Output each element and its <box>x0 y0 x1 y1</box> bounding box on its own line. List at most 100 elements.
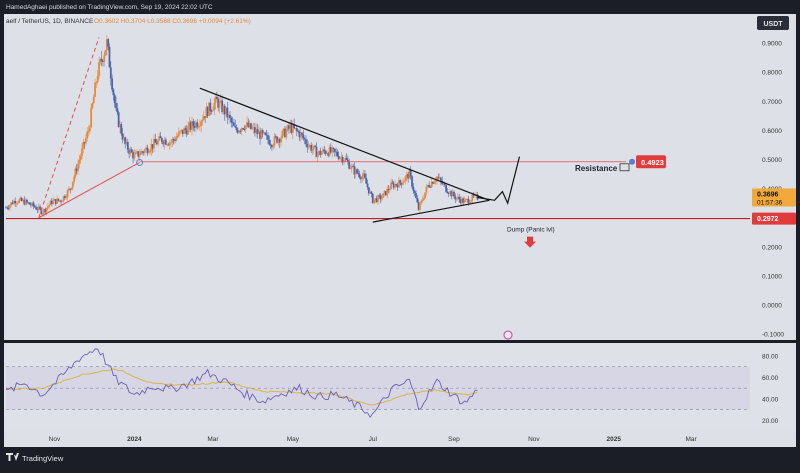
candle-body[interactable] <box>200 121 203 126</box>
candle-body[interactable] <box>31 202 34 206</box>
candle-body[interactable] <box>277 138 280 143</box>
candle-body[interactable] <box>265 134 268 136</box>
candle-body[interactable] <box>134 152 137 155</box>
candle-body[interactable] <box>314 145 317 147</box>
candle-body[interactable] <box>263 132 265 134</box>
candle-body[interactable] <box>74 168 77 177</box>
candle-body[interactable] <box>299 132 302 138</box>
candle-body[interactable] <box>208 102 210 116</box>
candle-body[interactable] <box>295 128 298 131</box>
candle-body[interactable] <box>65 197 68 198</box>
candle-body[interactable] <box>172 139 175 140</box>
candle-body[interactable] <box>99 58 102 62</box>
candle-body[interactable] <box>57 198 60 201</box>
candle-body[interactable] <box>464 199 467 200</box>
candle-body[interactable] <box>260 130 263 139</box>
candle-body[interactable] <box>149 150 151 153</box>
candle-body[interactable] <box>443 183 446 186</box>
candle-body[interactable] <box>140 151 142 155</box>
candle-body[interactable] <box>176 135 179 138</box>
candle-body[interactable] <box>41 213 44 215</box>
candle-body[interactable] <box>158 136 161 141</box>
candle-body[interactable] <box>307 145 310 148</box>
candle-body[interactable] <box>340 156 343 158</box>
candle-body[interactable] <box>394 184 396 188</box>
candle-body[interactable] <box>374 198 377 200</box>
candle-body[interactable] <box>184 128 187 131</box>
candle-body[interactable] <box>225 107 227 115</box>
candle-body[interactable] <box>438 177 441 179</box>
candle-body[interactable] <box>255 129 258 133</box>
candle-body[interactable] <box>91 103 94 108</box>
candle-body[interactable] <box>354 169 357 175</box>
candle-body[interactable] <box>297 130 299 132</box>
candle-body[interactable] <box>371 193 374 204</box>
candle-body[interactable] <box>306 143 309 148</box>
candle-body[interactable] <box>311 149 314 151</box>
candle-body[interactable] <box>185 130 188 135</box>
candle-body[interactable] <box>384 190 387 196</box>
candle-body[interactable] <box>88 127 91 132</box>
symbol-caption[interactable]: aelf / TetherUS, 1D, BINANCE <box>6 18 94 25</box>
candle-body[interactable] <box>331 147 334 153</box>
candle-body[interactable] <box>323 149 326 152</box>
candle-body[interactable] <box>430 181 433 187</box>
candle-body[interactable] <box>246 122 248 126</box>
candle-body[interactable] <box>382 193 385 198</box>
candle-body[interactable] <box>181 129 184 135</box>
candle-body[interactable] <box>243 129 246 130</box>
candle-body[interactable] <box>124 137 127 145</box>
candle-body[interactable] <box>463 199 466 203</box>
candle-body[interactable] <box>164 139 167 145</box>
candle-body[interactable] <box>210 110 213 112</box>
candle-body[interactable] <box>257 131 260 135</box>
candle-body[interactable] <box>305 139 307 144</box>
candle-body[interactable] <box>198 125 201 127</box>
candle-body[interactable] <box>183 128 186 135</box>
candle-body[interactable] <box>86 131 89 139</box>
candle-body[interactable] <box>206 107 209 116</box>
candle-body[interactable] <box>412 186 415 191</box>
candle-body[interactable] <box>234 125 237 128</box>
candle-body[interactable] <box>370 191 373 194</box>
candle-body[interactable] <box>20 197 23 202</box>
candle-body[interactable] <box>40 208 43 214</box>
candle-body[interactable] <box>90 107 93 128</box>
candle-body[interactable] <box>415 193 417 198</box>
candle-body[interactable] <box>449 191 451 194</box>
candle-body[interactable] <box>310 145 313 151</box>
candle-body[interactable] <box>14 200 17 204</box>
candle-body[interactable] <box>395 184 398 186</box>
candle-body[interactable] <box>6 207 9 209</box>
candle-body[interactable] <box>75 168 78 172</box>
candle-body[interactable] <box>16 202 19 204</box>
candle-body[interactable] <box>23 199 26 205</box>
candle-body[interactable] <box>18 199 20 203</box>
candle-body[interactable] <box>130 149 133 153</box>
candle-body[interactable] <box>128 149 131 154</box>
candle-body[interactable] <box>253 127 256 133</box>
candle-body[interactable] <box>39 206 41 209</box>
candle-body[interactable] <box>294 128 297 129</box>
candle-body[interactable] <box>358 174 361 178</box>
candle-body[interactable] <box>387 188 390 191</box>
candle-body[interactable] <box>66 190 69 198</box>
candle-body[interactable] <box>445 185 448 192</box>
candle-body[interactable] <box>398 180 400 188</box>
candle-body[interactable] <box>71 181 74 188</box>
candle-body[interactable] <box>180 129 183 131</box>
candle-body[interactable] <box>367 187 370 194</box>
candle-body[interactable] <box>12 200 15 205</box>
candle-body[interactable] <box>322 149 324 153</box>
candle-body[interactable] <box>168 142 171 146</box>
candle-body[interactable] <box>422 198 425 200</box>
candle-body[interactable] <box>78 159 81 164</box>
candle-body[interactable] <box>82 142 85 149</box>
candle-body[interactable] <box>119 124 121 127</box>
candle-body[interactable] <box>193 125 196 128</box>
candle-body[interactable] <box>327 153 330 156</box>
candle-body[interactable] <box>28 202 31 205</box>
candle-body[interactable] <box>9 205 11 209</box>
candle-body[interactable] <box>94 82 96 97</box>
candle-body[interactable] <box>236 129 239 133</box>
